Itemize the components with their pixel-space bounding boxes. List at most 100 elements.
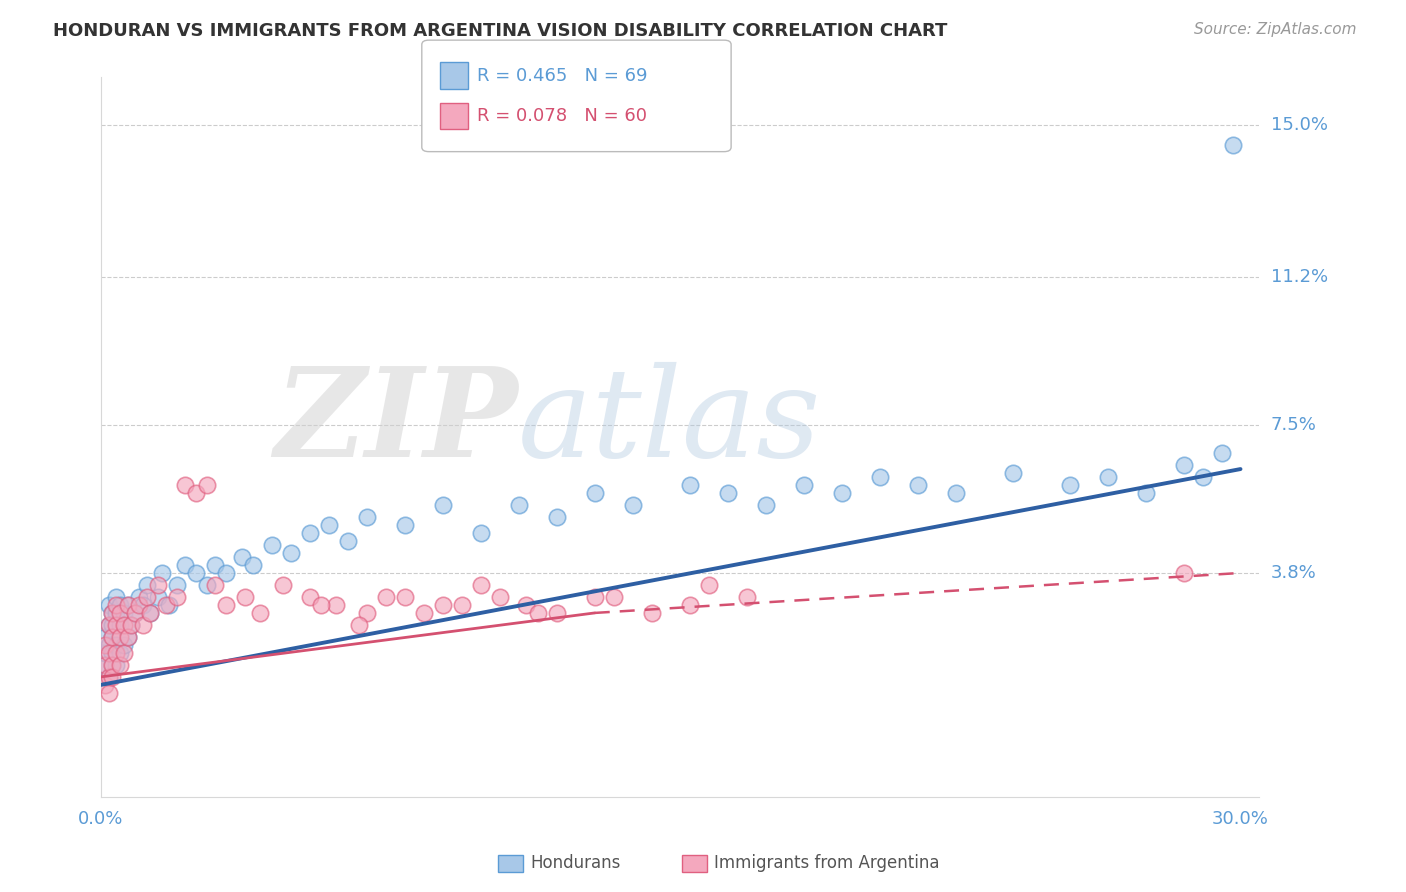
Point (298, 526, 321, 541)
Point (124, 606, 146, 620)
Point (120, 618, 142, 632)
Point (132, 618, 155, 632)
Point (195, 578, 218, 592)
Point (260, 538, 283, 552)
Point (117, 630, 139, 644)
Point (470, 526, 492, 541)
Point (94, 657, 117, 672)
Point (105, 590, 128, 604)
Point (117, 598, 139, 612)
Point (97, 686, 120, 700)
Point (108, 598, 131, 612)
Point (139, 606, 162, 620)
Text: 3.8%: 3.8% (1271, 564, 1316, 582)
Text: Hondurans: Hondurans (530, 855, 620, 872)
Point (546, 606, 568, 620)
Point (298, 590, 321, 604)
Point (204, 558, 226, 572)
Point (735, 590, 758, 604)
Point (526, 606, 548, 620)
Point (432, 498, 454, 512)
Point (450, 598, 472, 612)
Point (94, 638, 117, 652)
Point (215, 566, 238, 580)
Point (166, 590, 188, 604)
Point (120, 618, 142, 632)
Text: ZIP: ZIP (274, 362, 517, 483)
Point (697, 578, 720, 592)
Point (1222, 138, 1244, 153)
Point (546, 510, 568, 524)
Point (94, 678, 117, 692)
Text: Immigrants from Argentina: Immigrants from Argentina (714, 855, 939, 872)
Point (155, 598, 177, 612)
Point (117, 630, 139, 644)
Point (184, 486, 207, 500)
Point (105, 598, 128, 612)
Point (112, 618, 135, 632)
Point (97, 598, 120, 612)
Point (112, 638, 135, 652)
Point (101, 657, 124, 672)
Point (150, 566, 173, 580)
Point (242, 558, 264, 572)
Point (470, 578, 492, 592)
Point (139, 606, 162, 620)
Point (101, 630, 124, 644)
Point (336, 533, 359, 548)
Point (94, 646, 117, 660)
Point (1059, 478, 1081, 492)
Point (195, 478, 218, 492)
Text: R = 0.078   N = 60: R = 0.078 N = 60 (477, 107, 647, 125)
Point (105, 657, 128, 672)
Point (1097, 470, 1119, 484)
Point (97, 646, 120, 660)
Point (101, 630, 124, 644)
Point (184, 566, 207, 580)
Point (1001, 466, 1024, 480)
Text: atlas: atlas (517, 362, 821, 483)
Point (374, 590, 396, 604)
Point (755, 498, 778, 512)
Point (1191, 470, 1213, 484)
Point (101, 618, 124, 632)
Point (97, 618, 120, 632)
Point (394, 518, 416, 533)
Point (166, 578, 188, 592)
Point (488, 590, 510, 604)
Point (432, 598, 454, 612)
Text: R = 0.465   N = 69: R = 0.465 N = 69 (477, 67, 647, 85)
Point (233, 590, 256, 604)
Text: 11.2%: 11.2% (1271, 268, 1327, 286)
Point (318, 518, 340, 533)
Point (135, 578, 157, 592)
Point (108, 606, 131, 620)
Point (146, 578, 169, 592)
Text: HONDURAN VS IMMIGRANTS FROM ARGENTINA VISION DISABILITY CORRELATION CHART: HONDURAN VS IMMIGRANTS FROM ARGENTINA VI… (53, 22, 948, 40)
Point (349, 618, 371, 632)
Point (869, 470, 891, 484)
Point (356, 606, 378, 620)
Point (173, 478, 195, 492)
Text: Source: ZipAtlas.com: Source: ZipAtlas.com (1194, 22, 1357, 37)
Point (641, 606, 664, 620)
Point (231, 549, 253, 564)
Point (583, 486, 606, 500)
Text: 7.5%: 7.5% (1271, 416, 1316, 434)
Point (94, 630, 117, 644)
Point (101, 646, 124, 660)
Text: 15.0%: 15.0% (1271, 116, 1327, 135)
Point (135, 590, 157, 604)
Point (356, 510, 378, 524)
Point (94, 657, 117, 672)
Point (132, 598, 155, 612)
Point (394, 590, 416, 604)
Point (128, 590, 150, 604)
Point (412, 606, 434, 620)
Point (105, 638, 128, 652)
Point (1135, 486, 1157, 500)
Point (105, 618, 128, 632)
Point (97, 670, 120, 684)
Point (101, 606, 124, 620)
Point (105, 606, 128, 620)
